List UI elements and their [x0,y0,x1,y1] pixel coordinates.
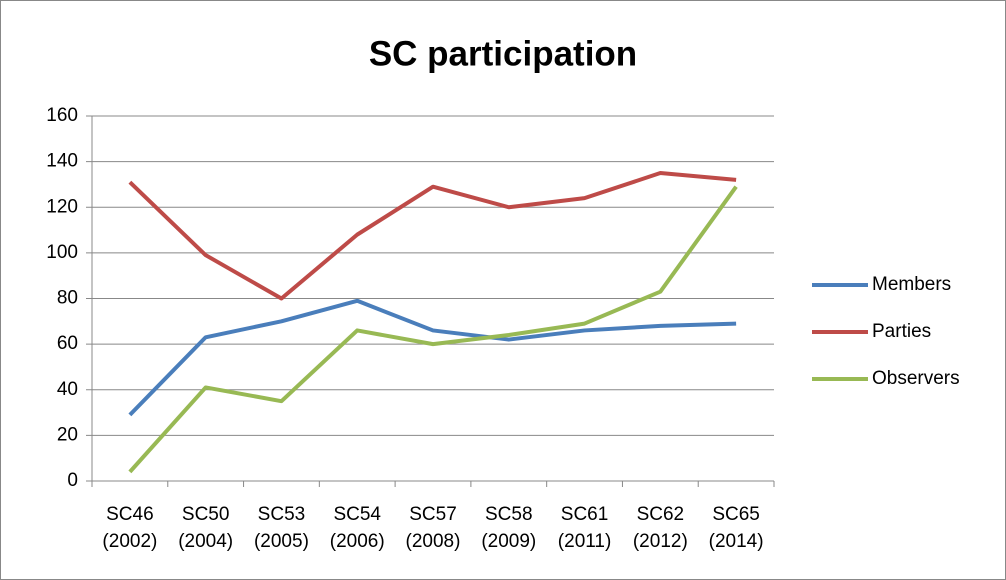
legend-label: Observers [872,368,960,389]
x-tick-label: (2014) [709,531,764,552]
x-tick-label: (2002) [102,531,157,552]
chart-title: SC participation [369,34,637,73]
y-tick-label: 40 [57,379,78,400]
y-tick-label: 100 [46,242,78,263]
x-tick-label: (2006) [330,531,385,552]
series-line [128,298,737,417]
x-tick-label: SC62 [637,504,685,525]
x-tick-label: SC61 [561,504,609,525]
series-line [128,171,737,301]
x-tick-label: (2005) [254,531,309,552]
y-tick-label: 60 [57,333,78,354]
x-tick-label: SC65 [712,504,760,525]
x-tick-label: SC54 [333,504,381,525]
x-tick-label: SC57 [409,504,457,525]
x-tick-label: (2009) [481,531,536,552]
x-tick-label: SC50 [182,504,230,525]
legend-label: Members [872,274,951,295]
y-tick-label: 0 [67,470,78,491]
y-tick-label: 160 [46,105,78,126]
x-tick-label: (2008) [406,531,461,552]
y-tick-label: 140 [46,151,78,172]
legend-label: Parties [872,321,931,342]
y-tick-label: 80 [57,288,78,309]
x-tick-label: (2011) [558,531,612,552]
x-tick-label: SC53 [258,504,306,525]
x-tick-label: (2004) [178,531,233,552]
series-line [128,185,738,474]
y-tick-label: 120 [46,196,78,217]
x-tick-label: SC58 [485,504,533,525]
x-tick-label: (2012) [633,531,688,552]
y-tick-label: 20 [57,424,78,445]
x-tick-label: SC46 [106,504,154,525]
